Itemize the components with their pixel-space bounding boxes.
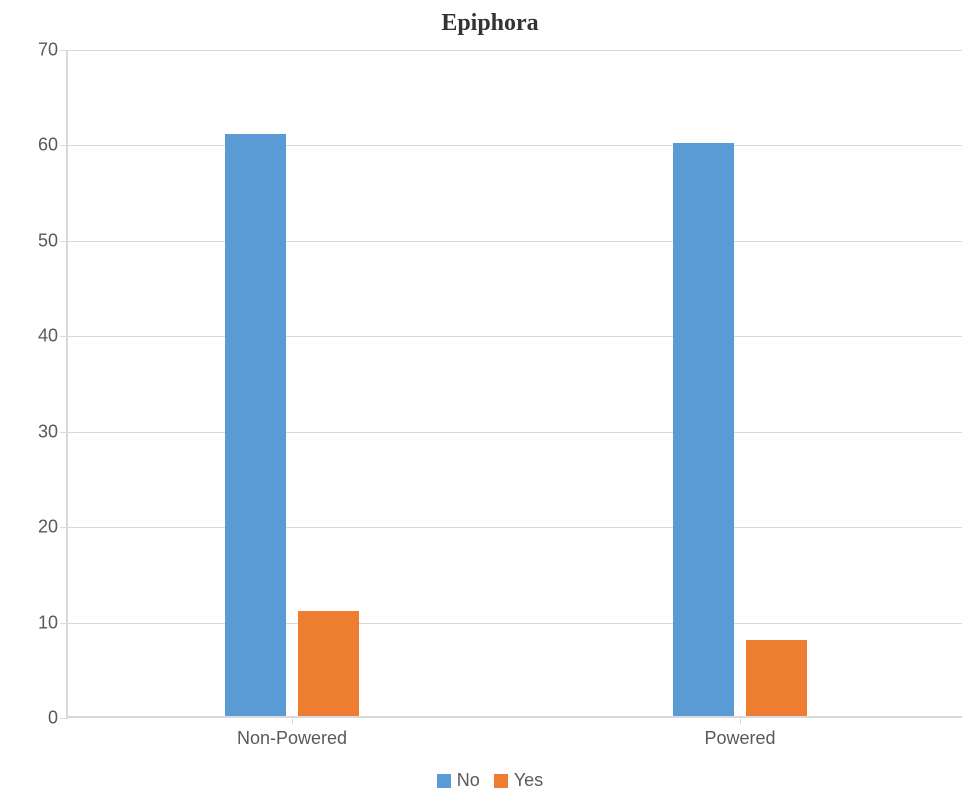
ytick-label: 20	[38, 517, 68, 538]
gridline	[68, 336, 962, 337]
bar	[673, 143, 734, 716]
gridline	[68, 145, 962, 146]
gridline	[68, 623, 962, 624]
gridline	[68, 50, 962, 51]
ytick-label: 60	[38, 135, 68, 156]
legend-item: Yes	[494, 770, 543, 791]
plot-area: 010203040506070Non-PoweredPowered	[66, 50, 962, 718]
legend-swatch	[494, 774, 508, 788]
bar	[298, 611, 359, 716]
ytick-label: 0	[48, 708, 68, 729]
legend: No Yes	[0, 770, 980, 791]
xtick-label: Powered	[704, 716, 775, 749]
gridline	[68, 527, 962, 528]
bar	[225, 134, 286, 716]
bar	[746, 640, 807, 716]
gridline	[68, 432, 962, 433]
legend-label: Yes	[514, 770, 543, 791]
chart-title: Epiphora	[0, 10, 980, 37]
legend-swatch	[437, 774, 451, 788]
ytick-label: 10	[38, 612, 68, 633]
ytick-label: 50	[38, 230, 68, 251]
epiphora-chart: Epiphora 010203040506070Non-PoweredPower…	[0, 0, 980, 801]
legend-item: No	[437, 770, 480, 791]
ytick-label: 70	[38, 40, 68, 61]
gridline	[68, 241, 962, 242]
ytick-label: 40	[38, 326, 68, 347]
xtick-label: Non-Powered	[237, 716, 347, 749]
ytick-label: 30	[38, 421, 68, 442]
legend-label: No	[457, 770, 480, 791]
